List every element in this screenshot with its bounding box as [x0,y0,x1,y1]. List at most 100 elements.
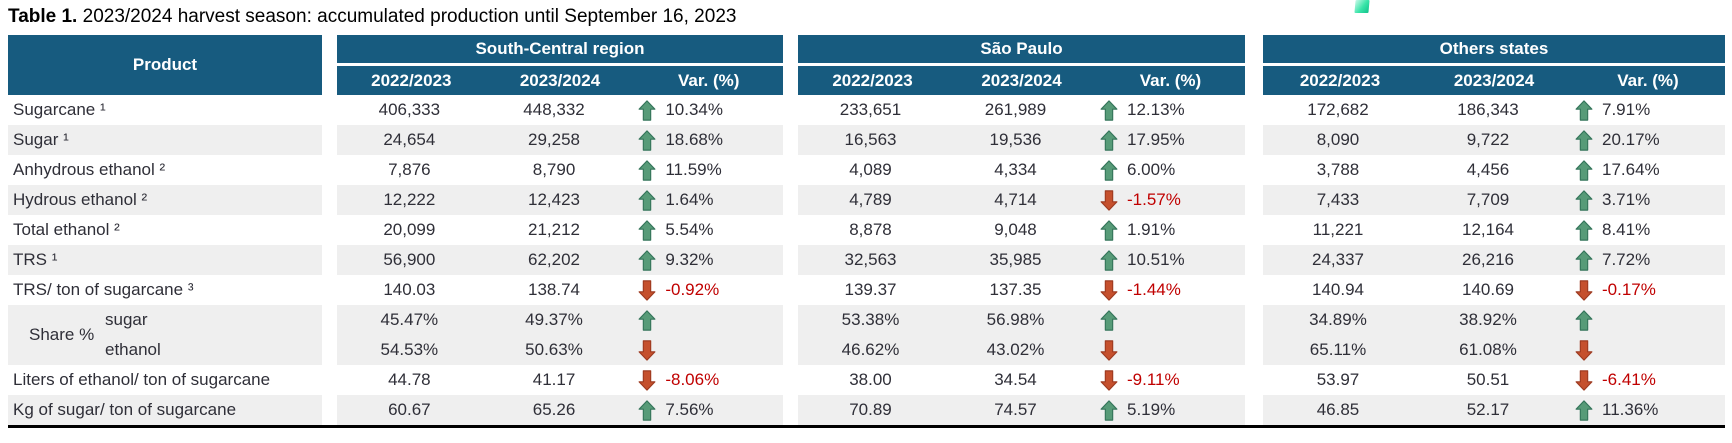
column-gutter [322,95,337,125]
region-header-sao-paulo: São Paulo 2022/2023 2023/2024 Var. (%) [798,35,1245,95]
variation-cell: 11.36% [1563,395,1725,425]
share-sub-labels: sugar ethanol [105,305,161,365]
up-arrow-icon [1575,399,1593,421]
variation-cell: 6.00% [1088,155,1245,185]
up-arrow-icon [638,159,656,181]
table-row: Sugar ¹ 24,654 29,258 18.68% 16,563 19,536 17.… [8,125,1725,155]
variation-value: -9.11% [1127,370,1180,389]
share-sub-row: 53.38% 56.98% [798,305,1245,335]
region-block: 406,333 448,332 10.34% [337,95,783,125]
up-arrow-icon [638,99,656,121]
up-arrow-icon [1575,249,1593,271]
variation-cell: 10.34% [626,95,783,125]
up-arrow-icon [1575,159,1593,181]
value-cell: 140.94 [1312,280,1364,299]
variation-value: -1.44% [1127,280,1181,299]
table-header: Product South-Central region 2022/2023 202… [8,35,1725,95]
value-cell: 7,433 [1316,190,1360,209]
variation-value: 11.59% [665,160,722,179]
value-cell: 406,333 [378,100,441,119]
value-cell: 24,337 [1312,250,1364,269]
value-cell: 38.92% [1459,310,1517,329]
region-block: 3,788 4,456 17.64% [1263,155,1725,185]
variation-cell [1088,335,1245,365]
region-block: 16,563 19,536 17.95% [798,125,1245,155]
column-gutter [322,305,337,365]
region-block: 140.94 140.69 -0.17% [1263,275,1725,305]
region-block: 38.00 34.54 -9.11% [798,365,1245,395]
column-gutter [1245,275,1263,305]
table-row: Total ethanol ² 20,099 21,212 5.54% 8,878 9,0… [8,215,1725,245]
variation-value: -6.41% [1602,370,1656,389]
region-block: 24,337 26,216 7.72% [1263,245,1725,275]
variation-value: 9.32% [665,250,714,269]
down-arrow-icon [1575,339,1593,361]
variation-cell: 17.95% [1088,125,1245,155]
column-header: 2023/2024 [485,66,635,95]
value-cell: 38.00 [849,370,892,389]
value-cell: 8,090 [1316,130,1360,149]
column-gutter [783,35,798,95]
share-label: Share % [29,325,95,344]
table-row: Hydrous ethanol ² 12,222 12,423 1.64% 4,789 4… [8,185,1725,215]
share-sub-row: 54.53% 50.63% [337,335,783,365]
table-row: Sugarcane ¹ 406,333 448,332 10.34% 233,651 26… [8,95,1725,125]
down-arrow-icon [638,369,656,391]
table-title: Table 1. 2023/2024 harvest season: accum… [8,6,736,28]
value-cell: 4,714 [994,190,1037,209]
region-header-south-central: South-Central region 2022/2023 2023/2024 Va… [337,35,784,95]
value-cell: 74.57 [994,400,1037,419]
header-divider [1263,63,1725,66]
region-block: 45.47% 49.37% 54.53% 50.63% [337,305,783,365]
up-arrow-icon [1575,309,1593,331]
value-cell: 44.78 [388,370,431,389]
column-gutter [322,215,337,245]
down-arrow-icon [1100,189,1118,211]
value-cell: 4,334 [994,160,1037,179]
harvest-production-table: Product South-Central region 2022/2023 202… [8,35,1725,428]
value-cell: 41.17 [532,370,576,389]
down-arrow-icon [1575,369,1593,391]
column-gutter [322,245,337,275]
column-gutter [783,215,798,245]
value-cell: 62,202 [528,250,580,269]
region-block: 60.67 65.26 7.56% [337,395,783,425]
column-gutter [322,275,337,305]
value-cell: 9,048 [994,220,1037,239]
value-cell: 140.69 [1462,280,1514,299]
column-gutter [322,365,337,395]
value-cell: 56.98% [986,310,1045,329]
variation-value: 7.72% [1602,250,1651,269]
sub-header-row: 2022/2023 2023/2024 Var. (%) [1263,66,1725,95]
share-sub-label: sugar [105,310,148,329]
variation-cell [1088,305,1245,335]
value-cell: 8,790 [532,160,576,179]
variation-cell: 10.51% [1088,245,1245,275]
value-cell: 50.51 [1466,370,1510,389]
column-gutter [1245,245,1263,275]
column-gutter [322,185,337,215]
variation-value: 7.56% [665,400,714,419]
value-cell: 50.63% [525,340,583,359]
value-cell: 65.11% [1309,340,1367,359]
variation-value: 1.91% [1127,220,1176,239]
region-block: 46.85 52.17 11.36% [1263,395,1725,425]
region-block: 12,222 12,423 1.64% [337,185,783,215]
region-block: 8,878 9,048 1.91% [798,215,1245,245]
variation-cell: 8.41% [1563,215,1725,245]
region-block: 4,789 4,714 -1.57% [798,185,1245,215]
variation-value: -8.06% [665,370,720,389]
value-cell: 7,876 [388,160,431,179]
column-gutter [783,305,798,365]
column-gutter [1245,125,1263,155]
value-cell: 46.85 [1316,400,1360,419]
column-header: Var. (%) [1571,66,1725,95]
value-cell: 9,722 [1466,130,1510,149]
column-gutter [322,155,337,185]
variation-value: 17.64% [1602,160,1660,179]
value-cell: 21,212 [528,220,580,239]
up-arrow-icon [1100,129,1118,151]
value-cell: 34.54 [994,370,1037,389]
logo-mark-icon [1354,0,1370,13]
region-block: 8,090 9,722 20.17% [1263,125,1725,155]
